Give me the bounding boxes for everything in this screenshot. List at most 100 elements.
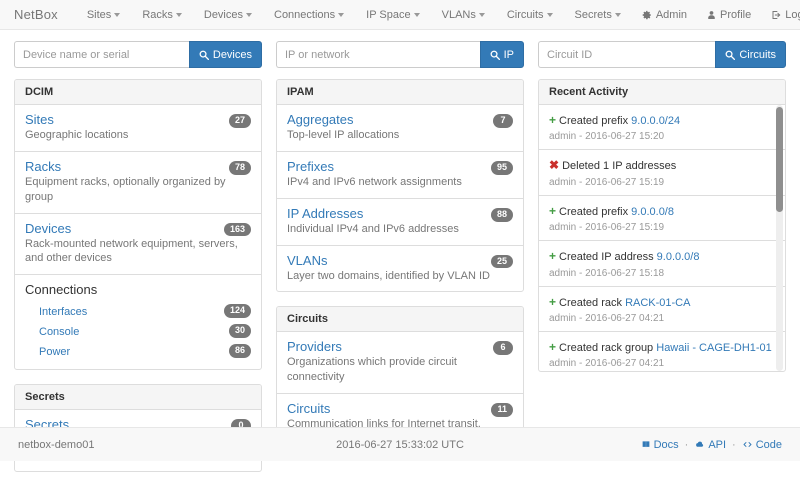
activity-object-link[interactable]: 9.0.0.0/24 xyxy=(631,115,680,127)
nav-item-ip-space[interactable]: IP Space xyxy=(355,0,430,30)
book-icon xyxy=(641,440,651,449)
activity-object-link[interactable]: 9.0.0.0/8 xyxy=(631,206,674,218)
footer-link-api[interactable]: API xyxy=(694,439,726,451)
nav-item-secrets[interactable]: Secrets xyxy=(564,0,632,30)
footer-link-label: Docs xyxy=(654,439,679,451)
device-search-button[interactable]: Devices xyxy=(189,41,262,68)
panel-ipam-title: IPAM xyxy=(277,80,523,105)
link-interfaces[interactable]: Interfaces xyxy=(39,306,87,318)
activity-item: +Created rack group Hawaii - CAGE-DH1-01… xyxy=(539,332,785,371)
activity-action: Created rack group xyxy=(559,342,653,354)
footer-links: Docs·API·Code xyxy=(527,439,782,451)
link-racks[interactable]: Racks xyxy=(25,159,61,174)
ip-search-input[interactable] xyxy=(276,41,480,68)
activity-line: +Created prefix 9.0.0.0/8 xyxy=(549,203,775,220)
nav-item-racks[interactable]: Racks xyxy=(131,0,193,30)
activity-object-link[interactable]: 9.0.0.0/8 xyxy=(657,251,700,263)
device-search-group: Devices xyxy=(14,41,262,68)
ip-search-button[interactable]: IP xyxy=(480,41,524,68)
nav-item-connections[interactable]: Connections xyxy=(263,0,355,30)
chevron-down-icon xyxy=(479,13,485,17)
list-item: Power 86 xyxy=(25,341,251,361)
link-console[interactable]: Console xyxy=(39,326,79,338)
count-badge: 86 xyxy=(229,344,251,358)
panel-circuits-title: Circuits xyxy=(277,307,523,332)
panel-secrets-title: Secrets xyxy=(15,385,261,410)
nav-item-sites[interactable]: Sites xyxy=(76,0,131,30)
panel-activity: Recent Activity +Created prefix 9.0.0.0/… xyxy=(538,79,786,372)
count-badge: 25 xyxy=(491,255,513,269)
panel-activity-title: Recent Activity xyxy=(539,80,785,105)
link-sites[interactable]: Sites xyxy=(25,112,54,127)
count-badge: 78 xyxy=(229,161,251,175)
activity-meta: admin - 2016-06-27 04:21 xyxy=(549,313,775,324)
plus-icon: + xyxy=(549,295,556,309)
circuit-search-input[interactable] xyxy=(538,41,715,68)
count-badge: 30 xyxy=(229,324,251,338)
nav-item-circuits[interactable]: Circuits xyxy=(496,0,564,30)
nav-right-label: Profile xyxy=(720,0,751,30)
list-item: Interfaces 124 xyxy=(25,301,251,321)
activity-scrollbar-thumb[interactable] xyxy=(776,107,783,212)
search-icon xyxy=(199,50,209,60)
circuit-search-button[interactable]: Circuits xyxy=(715,41,786,68)
device-search-input[interactable] xyxy=(14,41,189,68)
activity-meta: admin - 2016-06-27 15:18 xyxy=(549,268,775,279)
link-providers[interactable]: Providers xyxy=(287,339,342,354)
count-badge: 6 xyxy=(493,341,513,355)
nav-admin-button[interactable]: Admin xyxy=(632,0,697,30)
chevron-down-icon xyxy=(176,13,182,17)
link-prefixes[interactable]: Prefixes xyxy=(287,159,334,174)
activity-action: Created IP address xyxy=(559,251,654,263)
link-circuits[interactable]: Circuits xyxy=(287,401,330,416)
link-vlans[interactable]: VLANs xyxy=(287,253,327,268)
nav-item-vlans[interactable]: VLANs xyxy=(431,0,496,30)
count-badge: 88 xyxy=(491,208,513,222)
ip-search-group: IP xyxy=(276,41,524,68)
activity-line: +Created rack group Hawaii - CAGE-DH1-01 xyxy=(549,339,775,356)
footer-link-docs[interactable]: Docs xyxy=(641,439,679,451)
activity-object-link[interactable]: Hawaii - CAGE-DH1-01 xyxy=(656,342,772,354)
page-footer: netbox-demo01 2016-06-27 15:33:02 UTC Do… xyxy=(0,427,800,461)
chevron-down-icon xyxy=(615,13,621,17)
activity-action: Deleted 1 IP addresses xyxy=(562,160,676,172)
chevron-down-icon xyxy=(338,13,344,17)
link-aggregates[interactable]: Aggregates xyxy=(287,112,354,127)
cloud-icon xyxy=(694,440,705,449)
nav-profile-button[interactable]: Profile xyxy=(697,0,761,30)
link-power[interactable]: Power xyxy=(39,346,70,358)
link-ip-addresses[interactable]: IP Addresses xyxy=(287,206,363,221)
user-icon xyxy=(707,10,716,20)
footer-link-label: Code xyxy=(756,439,782,451)
ip-search-label: IP xyxy=(504,49,514,61)
activity-action: Created rack xyxy=(559,297,622,309)
gear-icon xyxy=(642,10,652,20)
activity-meta: admin - 2016-06-27 15:20 xyxy=(549,131,775,142)
chevron-down-icon xyxy=(246,13,252,17)
item-description: IPv4 and IPv6 network assignments xyxy=(287,175,513,190)
nav-item-devices[interactable]: Devices xyxy=(193,0,263,30)
link-devices[interactable]: Devices xyxy=(25,221,71,236)
footer-timestamp: 2016-06-27 15:33:02 UTC xyxy=(273,439,528,451)
footer-separator: · xyxy=(685,439,689,451)
count-badge: 124 xyxy=(224,304,251,318)
item-description: Organizations which provide circuit conn… xyxy=(287,355,513,385)
activity-object-link[interactable]: RACK-01-CA xyxy=(625,297,690,309)
footer-link-label: API xyxy=(708,439,726,451)
brand-logo[interactable]: NetBox xyxy=(14,7,58,22)
footer-link-code[interactable]: Code xyxy=(742,439,782,451)
nav-log-out-button[interactable]: Log out xyxy=(761,0,800,30)
